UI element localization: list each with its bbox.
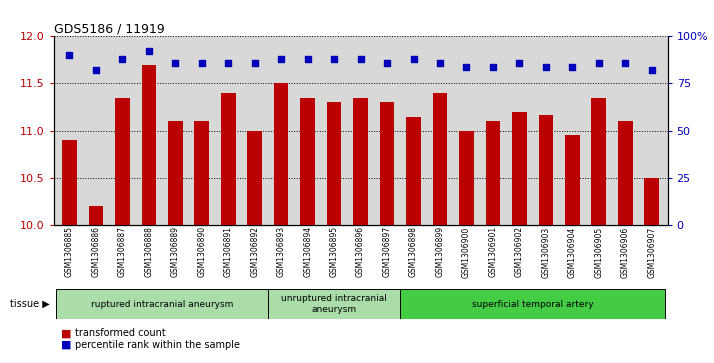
Point — [461, 64, 472, 69]
Bar — [268, 289, 401, 319]
Text: GSM1306886: GSM1306886 — [91, 227, 101, 277]
Text: GSM1306900: GSM1306900 — [462, 227, 471, 278]
Bar — [512, 112, 527, 225]
Text: GSM1306891: GSM1306891 — [223, 227, 233, 277]
Point — [276, 56, 287, 62]
Point — [302, 56, 313, 62]
Text: GSM1306894: GSM1306894 — [303, 227, 312, 277]
Text: GSM1306905: GSM1306905 — [594, 227, 603, 278]
Text: GSM1306888: GSM1306888 — [144, 227, 154, 277]
Point — [170, 60, 181, 66]
Text: superficial temporal artery: superficial temporal artery — [472, 299, 593, 309]
Bar — [301, 98, 315, 225]
Point — [620, 60, 631, 66]
Point — [434, 60, 446, 66]
Bar — [168, 121, 183, 225]
Text: GSM1306904: GSM1306904 — [568, 227, 577, 278]
Text: GSM1306907: GSM1306907 — [647, 227, 656, 278]
Text: GSM1306895: GSM1306895 — [330, 227, 338, 277]
Text: percentile rank within the sample: percentile rank within the sample — [75, 340, 240, 350]
Point — [646, 68, 658, 73]
Text: GSM1306893: GSM1306893 — [276, 227, 286, 277]
Point — [355, 56, 366, 62]
Bar — [62, 140, 76, 225]
Text: ■: ■ — [61, 340, 71, 350]
Text: GSM1306902: GSM1306902 — [515, 227, 524, 277]
Point — [143, 49, 154, 54]
Text: GSM1306887: GSM1306887 — [118, 227, 127, 277]
Point — [64, 52, 75, 58]
Bar — [274, 83, 288, 225]
Text: GSM1306899: GSM1306899 — [436, 227, 445, 277]
Bar — [565, 135, 580, 225]
Point — [593, 60, 605, 66]
Text: tissue ▶: tissue ▶ — [10, 299, 50, 309]
Bar — [353, 98, 368, 225]
Text: GSM1306901: GSM1306901 — [488, 227, 498, 277]
Bar — [433, 93, 447, 225]
Bar — [248, 131, 262, 225]
Bar — [141, 65, 156, 225]
Point — [408, 56, 419, 62]
Bar — [486, 121, 501, 225]
Text: GSM1306890: GSM1306890 — [197, 227, 206, 277]
Bar — [618, 121, 633, 225]
Text: GSM1306897: GSM1306897 — [383, 227, 391, 277]
Point — [540, 64, 551, 69]
Text: ■: ■ — [61, 328, 71, 338]
Bar — [459, 131, 473, 225]
Point — [90, 68, 101, 73]
Bar — [56, 289, 268, 319]
Text: GSM1306889: GSM1306889 — [171, 227, 180, 277]
Point — [328, 56, 340, 62]
Text: GSM1306885: GSM1306885 — [65, 227, 74, 277]
Bar — [645, 178, 659, 225]
Bar — [115, 98, 130, 225]
Bar — [327, 102, 341, 225]
Bar — [194, 121, 209, 225]
Bar — [221, 93, 236, 225]
Point — [223, 60, 234, 66]
Text: GSM1306892: GSM1306892 — [250, 227, 259, 277]
Text: transformed count: transformed count — [75, 328, 166, 338]
Bar — [380, 102, 394, 225]
Point — [513, 60, 525, 66]
Text: GSM1306898: GSM1306898 — [409, 227, 418, 277]
Point — [116, 56, 128, 62]
Bar — [406, 117, 421, 225]
Bar — [538, 115, 553, 225]
Text: GDS5186 / 11919: GDS5186 / 11919 — [54, 22, 164, 35]
Point — [567, 64, 578, 69]
Point — [487, 64, 498, 69]
Text: GSM1306906: GSM1306906 — [620, 227, 630, 278]
Point — [249, 60, 261, 66]
Text: ruptured intracranial aneurysm: ruptured intracranial aneurysm — [91, 299, 233, 309]
Text: GSM1306903: GSM1306903 — [541, 227, 550, 278]
Point — [196, 60, 208, 66]
Text: unruptured intracranial
aneurysm: unruptured intracranial aneurysm — [281, 294, 387, 314]
Bar — [591, 98, 606, 225]
Point — [381, 60, 393, 66]
Text: GSM1306896: GSM1306896 — [356, 227, 365, 277]
Bar — [401, 289, 665, 319]
Bar — [89, 206, 104, 225]
